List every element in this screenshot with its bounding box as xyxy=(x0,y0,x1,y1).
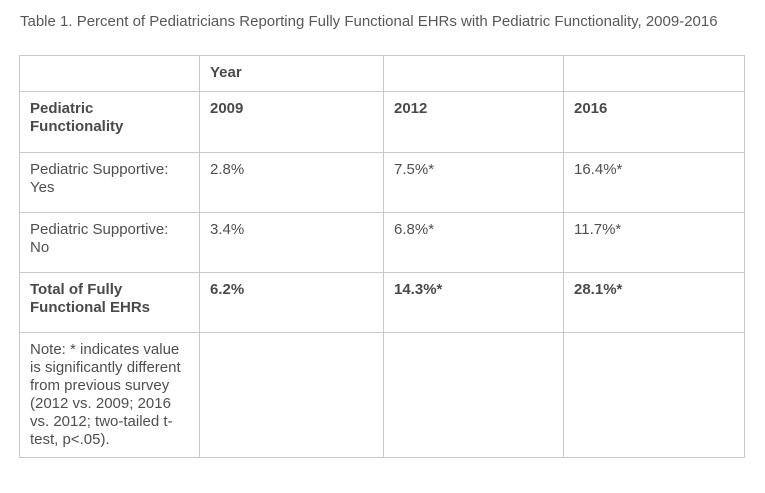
cell-value-2016: 16.4%* xyxy=(563,152,745,213)
cell-value-2016: 11.7%* xyxy=(563,212,745,273)
cell-blank-corner xyxy=(19,55,200,92)
cell-value-2009: 2.8% xyxy=(199,152,384,213)
cell-pediatric-functionality-header: Pediatric Functionality xyxy=(19,91,200,153)
cell-value-2012: 6.8%* xyxy=(383,212,564,273)
cell-row-label: Pediatric Supportive: No xyxy=(19,212,200,273)
cell-value-2016: 28.1%* xyxy=(563,272,745,333)
cell-value-2012: 7.5%* xyxy=(383,152,564,213)
cell-blank xyxy=(563,332,745,458)
cell-blank xyxy=(383,332,564,458)
cell-year-2009: 2009 xyxy=(199,91,384,153)
cell-year-2016: 2016 xyxy=(563,91,745,153)
table-row-total: Total of Fully Functional EHRs 6.2% 14.3… xyxy=(19,272,745,333)
table-row-supportive-yes: Pediatric Supportive: Yes 2.8% 7.5%* 16.… xyxy=(19,152,745,213)
cell-blank xyxy=(383,55,564,92)
table-row-column-headers: Pediatric Functionality 2009 2012 2016 xyxy=(19,91,745,153)
cell-year-header: Year xyxy=(199,55,384,92)
cell-value-2009: 6.2% xyxy=(199,272,384,333)
table-row-year-header: Year xyxy=(19,55,745,92)
ehr-functionality-table: Year Pediatric Functionality 2009 2012 2… xyxy=(19,55,745,458)
cell-blank xyxy=(199,332,384,458)
cell-row-label: Total of Fully Functional EHRs xyxy=(19,272,200,333)
cell-value-2009: 3.4% xyxy=(199,212,384,273)
cell-note: Note: * indicates value is significantly… xyxy=(19,332,200,458)
table-caption: Table 1. Percent of Pediatricians Report… xyxy=(20,13,718,30)
cell-year-2012: 2012 xyxy=(383,91,564,153)
cell-value-2012: 14.3%* xyxy=(383,272,564,333)
table-row-supportive-no: Pediatric Supportive: No 3.4% 6.8%* 11.7… xyxy=(19,212,745,273)
table-row-note: Note: * indicates value is significantly… xyxy=(19,332,745,458)
cell-blank xyxy=(563,55,745,92)
cell-row-label: Pediatric Supportive: Yes xyxy=(19,152,200,213)
